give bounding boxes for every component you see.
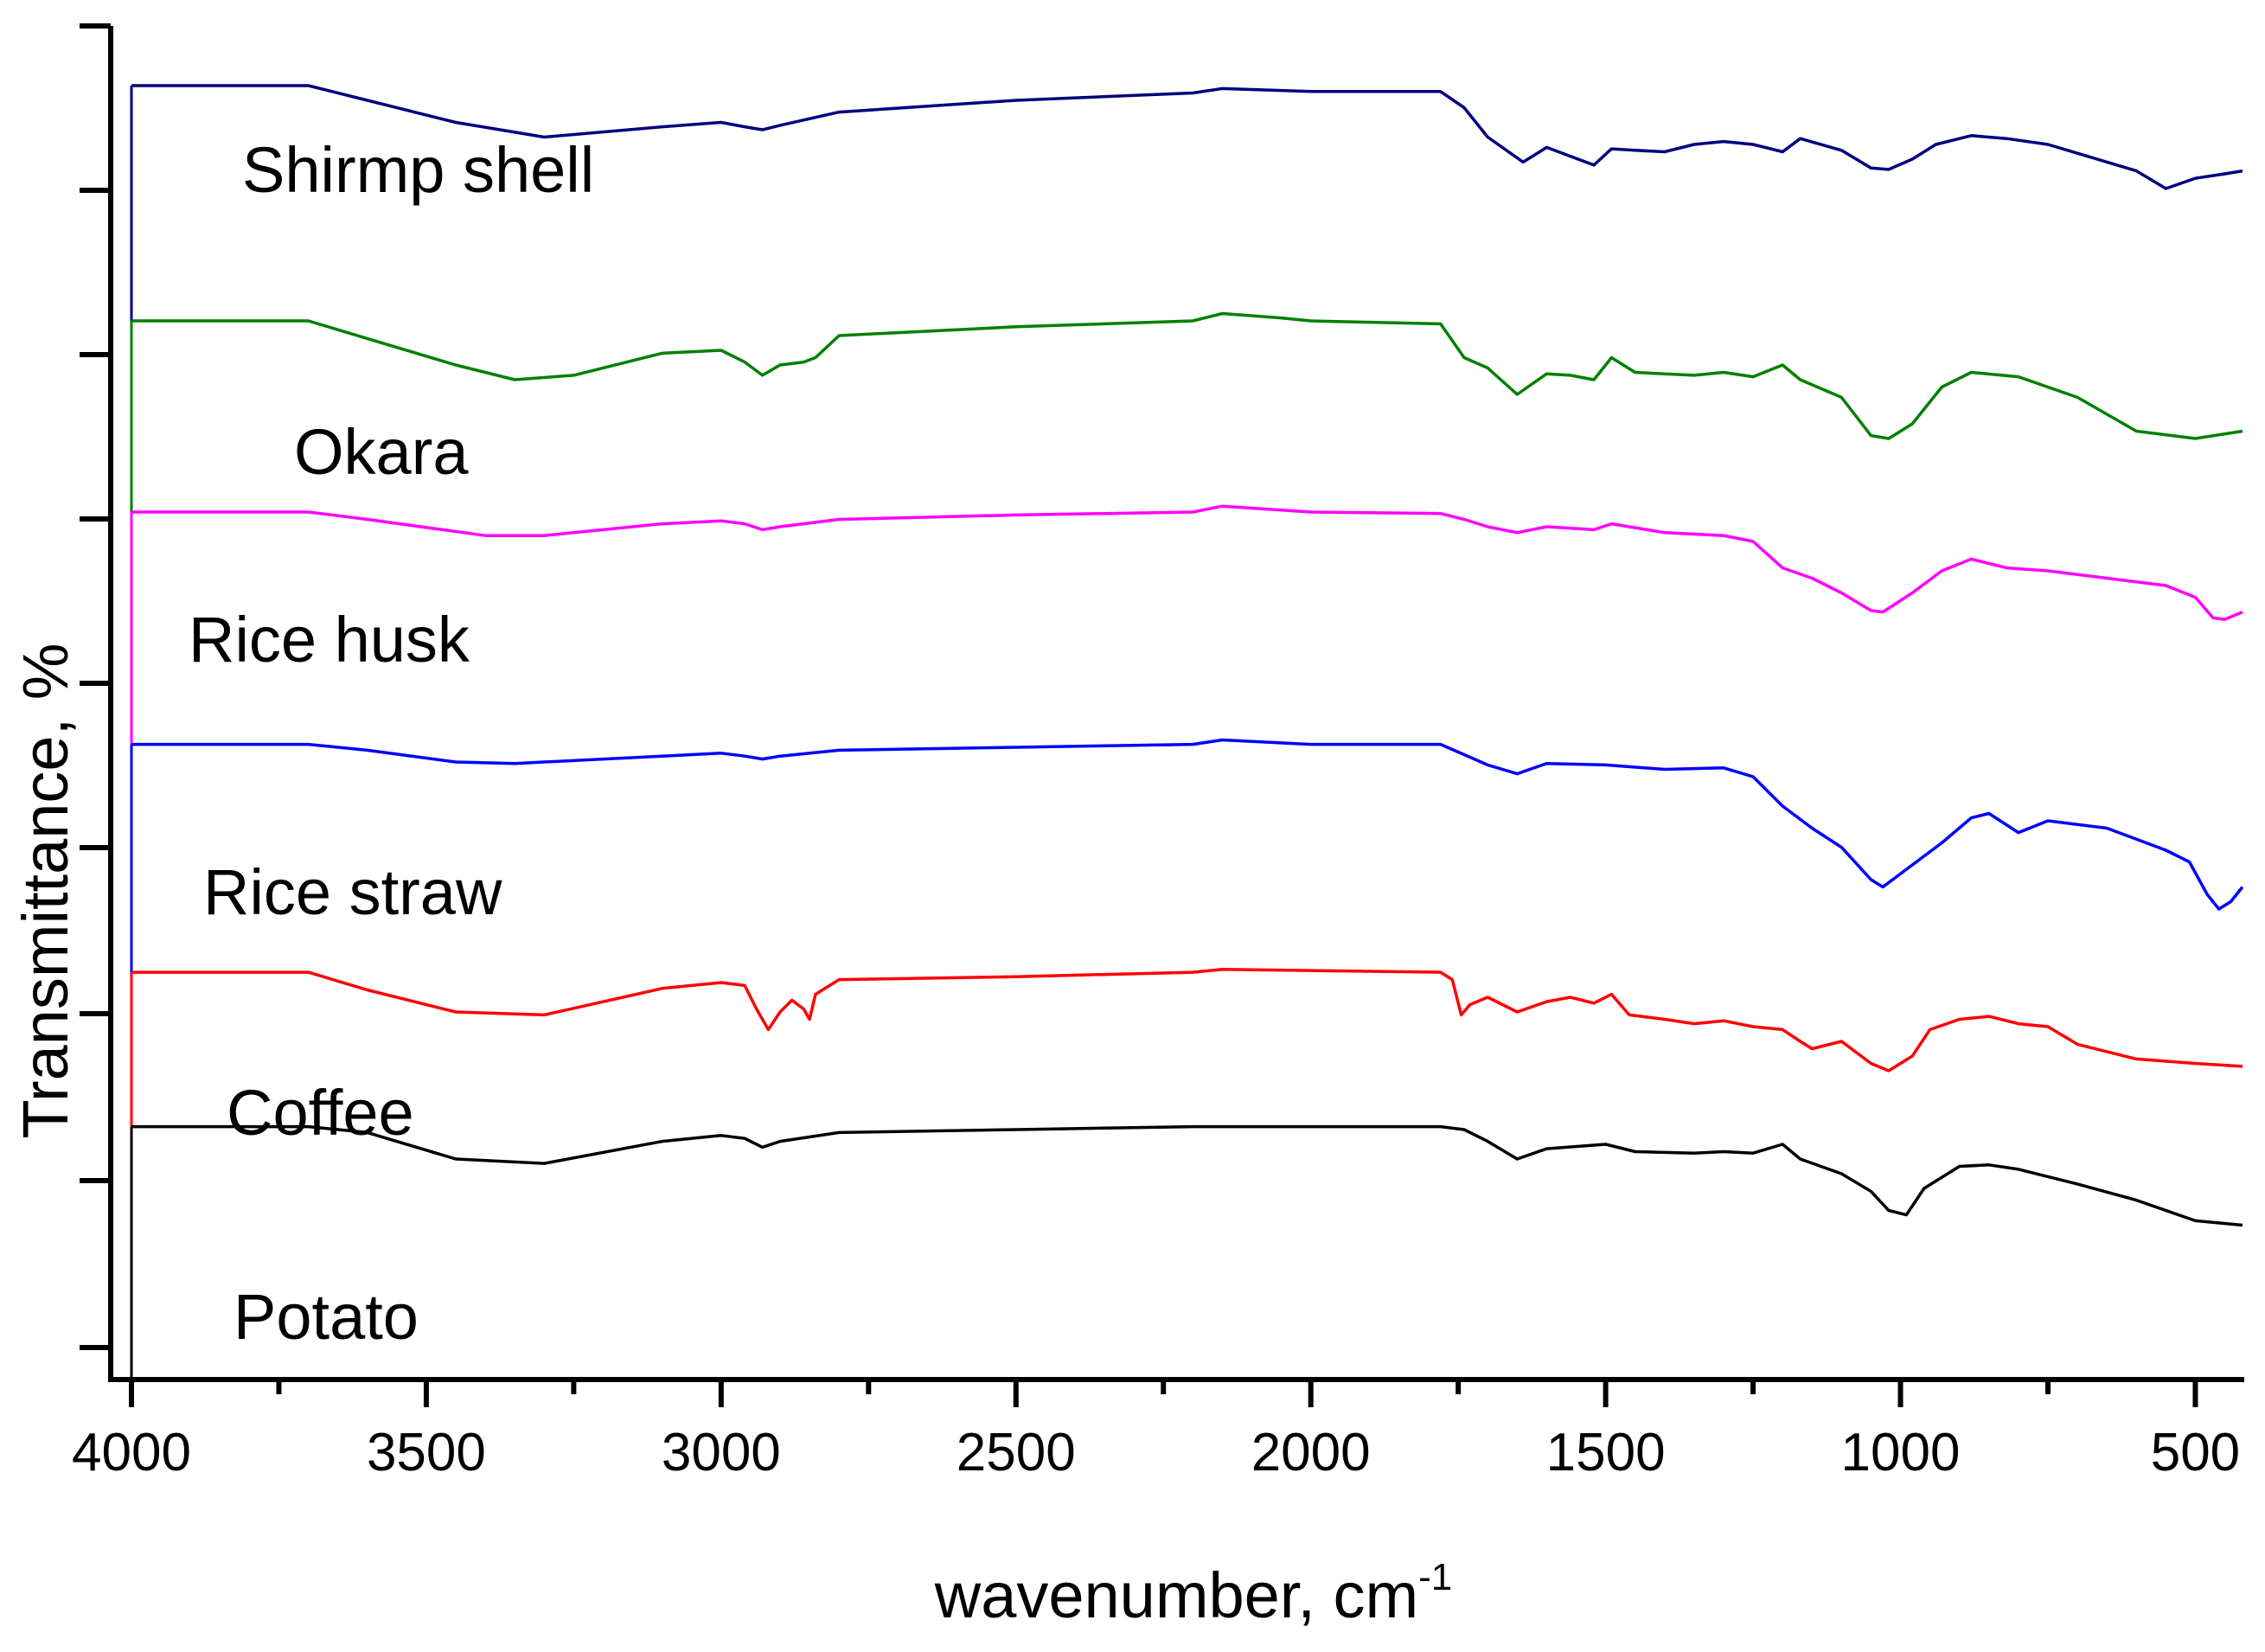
x-axis-title: wavenumber, cm-1 (934, 1556, 1452, 1631)
series-line-rice-husk (131, 504, 2243, 621)
series-label-potato: Potato (234, 1281, 419, 1353)
y-axis-title: Transmittance, % (10, 644, 81, 1139)
series-label-coffee: Coffee (227, 1077, 414, 1149)
series-line-coffee (131, 967, 2243, 1073)
x-tick-label-4000: 4000 (72, 1423, 191, 1482)
x-tick-label-1500: 1500 (1546, 1423, 1666, 1482)
axes (108, 26, 2244, 1382)
x-tick-label-2000: 2000 (1251, 1423, 1371, 1482)
x-tick-label-3000: 3000 (662, 1423, 781, 1482)
x-axis-ticks: 4000 3500 3000 2500 2000 1500 1000 500 (72, 1380, 2240, 1482)
x-axis-title-text: wavenumber, cm (934, 1559, 1418, 1631)
series-line-shirmp-shell (131, 84, 2243, 190)
y-axis-ticks (80, 23, 111, 1350)
series-labels: Shirmp shell Okara Rice husk Rice straw Coff… (189, 134, 594, 1353)
x-axis-title-superscript: -1 (1418, 1556, 1452, 1598)
series-label-shirmp-shell: Shirmp shell (242, 134, 594, 206)
series-label-okara: Okara (294, 416, 469, 488)
series-layer (130, 84, 2244, 1380)
series-line-potato (131, 1124, 2243, 1227)
series-line-okara (131, 311, 2243, 440)
x-tick-label-3500: 3500 (367, 1423, 486, 1482)
x-tick-label-1000: 1000 (1841, 1423, 1961, 1482)
x-tick-label-2500: 2500 (957, 1423, 1076, 1482)
series-label-rice-straw: Rice straw (203, 856, 502, 928)
x-tick-label-500: 500 (2151, 1423, 2240, 1482)
series-line-rice-straw (131, 738, 2244, 911)
series-label-rice-husk: Rice husk (189, 604, 470, 676)
